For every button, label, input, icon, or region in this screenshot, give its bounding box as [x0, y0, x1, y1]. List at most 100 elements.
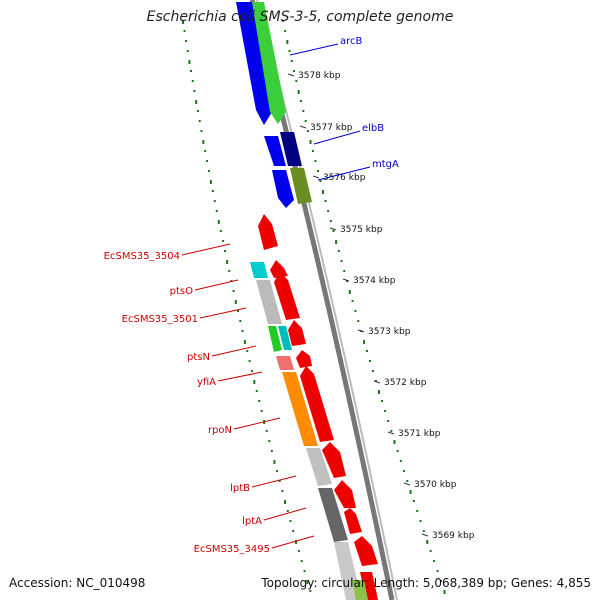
gene-label: EcSMS35_3495: [194, 544, 270, 555]
tick-label: 3578 kbp: [298, 71, 341, 81]
gc-dot: [241, 330, 244, 332]
gc-dot: [374, 380, 377, 382]
gc-dot: [213, 200, 216, 202]
gene-label: lptB: [230, 483, 250, 494]
gc-dot: [198, 120, 201, 122]
gc-dot: [255, 390, 258, 392]
gc-dot: [335, 240, 338, 244]
feature-ptsN: [288, 320, 306, 346]
gc-dot: [399, 460, 402, 462]
forward-strand-features: [236, 2, 312, 208]
arcB-feature: [236, 2, 272, 125]
tick-mark: [329, 227, 337, 231]
gc-dot: [215, 210, 218, 212]
feature-rpoN: [300, 366, 334, 442]
gc-dot: [416, 510, 419, 512]
tick-label: 3569 kbp: [432, 531, 475, 541]
feature-lptB: [322, 442, 346, 478]
tick-label: 3575 kbp: [340, 225, 383, 235]
gc-dot: [293, 70, 296, 72]
gc-dot: [426, 540, 429, 544]
gc-dot: [281, 490, 284, 492]
elbB-feature: [264, 136, 286, 166]
gc-dot: [202, 140, 205, 144]
gc-dot: [188, 60, 191, 64]
tick-label: 3573 kbp: [368, 327, 411, 337]
gc-dot: [351, 300, 354, 302]
gene-label: lptA: [242, 516, 262, 527]
gc-dot: [302, 110, 305, 112]
tick-mark: [403, 482, 411, 486]
gc-dot: [387, 420, 390, 422]
feature-tail-green: [352, 580, 368, 600]
gc-dot: [406, 480, 409, 482]
gc-dot: [200, 130, 203, 132]
gc-dot: [260, 410, 263, 412]
gc-dot: [221, 240, 224, 242]
gc-dot: [207, 170, 210, 172]
gc-dot: [286, 40, 289, 44]
gc-dot: [286, 510, 289, 512]
gc-dot: [186, 50, 189, 52]
feature-ptsN-cyan: [278, 326, 292, 350]
feature-3501: [274, 272, 300, 320]
tick-mark: [373, 380, 381, 384]
gc-dot: [309, 140, 312, 144]
gc-dot: [340, 260, 343, 262]
gc-dot: [190, 70, 193, 72]
leader-line: [289, 43, 339, 56]
gc-dot: [343, 270, 346, 272]
gene-label: ptsO: [170, 286, 193, 297]
gc-dot: [217, 220, 220, 224]
gc-dot: [368, 360, 371, 362]
gc-dot: [209, 180, 212, 184]
feature-yfiA-pink: [276, 356, 294, 370]
gc-dot: [248, 360, 251, 362]
kbp-ticks: 3578 kbp 3577 kbp 3576 kbp 3575 kbp 3574 kbp…: [287, 71, 475, 541]
gc-dot: [329, 220, 332, 222]
leader-line: [199, 307, 247, 319]
gc-dot: [436, 570, 439, 572]
tick-mark: [312, 175, 320, 179]
gc-dot: [297, 550, 300, 552]
gc-dot: [297, 90, 300, 94]
gc-dot: [363, 340, 366, 344]
gene-label: yfiA: [197, 377, 216, 388]
gene-label: EcSMS35_3501: [122, 314, 198, 325]
gc-dot: [196, 110, 199, 112]
gc-dot: [292, 530, 295, 532]
gene-label: EcSMS35_3504: [104, 251, 180, 262]
feature-lptA: [334, 480, 356, 508]
gc-dot: [412, 500, 415, 502]
gc-dot: [324, 200, 327, 202]
gc-dot: [390, 430, 393, 432]
gc-dot: [409, 490, 412, 494]
feature-lptA-grey: [318, 488, 348, 542]
gc-dot: [206, 160, 209, 162]
gc-dot: [195, 100, 198, 104]
gc-dot: [278, 480, 281, 482]
gc-dot: [290, 60, 293, 62]
feature-3504: [258, 214, 278, 250]
gc-dot: [354, 310, 357, 312]
gc-dot: [306, 580, 309, 584]
gc-dot: [311, 150, 314, 152]
gc-dot: [265, 430, 268, 432]
gc-dot: [237, 310, 240, 312]
reverse-strand-features: [250, 214, 378, 600]
gc-dot: [191, 80, 194, 82]
gc-dot: [307, 130, 310, 132]
tick-label: 3571 kbp: [398, 429, 441, 439]
gc-dot: [228, 270, 231, 272]
gc-dot: [289, 520, 292, 522]
gc-dot: [219, 230, 222, 232]
gc-dot: [282, 20, 284, 22]
genome-stats-text: Topology: circular; Length: 5,068,389 bp…: [261, 576, 591, 590]
gc-dot: [246, 350, 249, 352]
leader-line: [181, 243, 231, 256]
accession-text: Accession: NC_010498: [9, 576, 146, 590]
tick-label: 3576 kbp: [323, 173, 366, 183]
gc-dot: [193, 90, 196, 92]
tick-label: 3574 kbp: [353, 276, 396, 286]
page-title: Escherichia coli SMS-3-5, complete genom…: [146, 9, 454, 25]
